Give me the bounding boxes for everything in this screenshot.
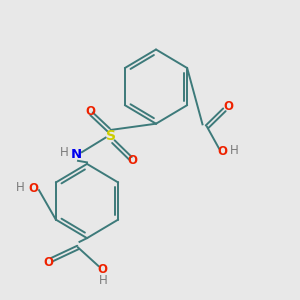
- Text: H: H: [99, 274, 108, 287]
- Text: O: O: [97, 262, 107, 276]
- Text: O: O: [43, 256, 53, 269]
- Text: N: N: [71, 148, 82, 161]
- Text: O: O: [223, 100, 233, 113]
- Text: H: H: [16, 181, 25, 194]
- Text: O: O: [127, 154, 137, 167]
- Text: O: O: [217, 145, 227, 158]
- Text: H: H: [230, 144, 239, 157]
- Text: S: S: [106, 129, 116, 143]
- Text: O: O: [85, 105, 95, 118]
- Text: O: O: [28, 182, 38, 195]
- Text: H: H: [59, 146, 68, 159]
